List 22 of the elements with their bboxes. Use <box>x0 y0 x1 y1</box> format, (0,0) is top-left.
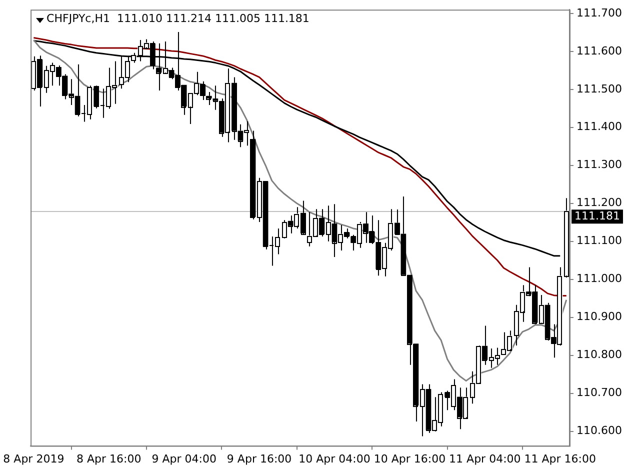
y-tick-label: 111.600 <box>576 44 622 58</box>
x-tick-label: 10 Apr 04:00 <box>298 452 370 466</box>
y-tick-label: 111.000 <box>576 272 622 286</box>
y-tick-label: 111.500 <box>576 82 622 96</box>
x-tick-label: 8 Apr 2019 <box>3 452 64 466</box>
y-tick-label: 110.900 <box>576 310 622 324</box>
x-tick-label: 11 Apr 04:00 <box>449 452 521 466</box>
chart-title: CHFJPYc,H1 111.010 111.214 111.005 111.181 <box>46 12 310 25</box>
y-tick-label: 110.600 <box>576 424 622 438</box>
y-tick-label: 110.800 <box>576 348 622 362</box>
y-tick-label: 111.400 <box>576 120 622 134</box>
y-tick-label: 111.200 <box>576 196 622 210</box>
y-tick-label: 111.100 <box>576 234 622 248</box>
y-tick-label: 111.700 <box>576 6 622 20</box>
x-tick-label: 11 Apr 16:00 <box>524 452 596 466</box>
x-tick-label: 10 Apr 16:00 <box>374 452 446 466</box>
x-tick-label: 8 Apr 16:00 <box>76 452 142 466</box>
x-tick-label: 9 Apr 04:00 <box>152 452 216 466</box>
y-tick-label: 111.300 <box>576 158 622 172</box>
x-tick-label: 9 Apr 16:00 <box>226 452 292 466</box>
ref-line-label: 111.181 <box>574 209 620 222</box>
y-tick-label: 110.700 <box>576 386 622 400</box>
